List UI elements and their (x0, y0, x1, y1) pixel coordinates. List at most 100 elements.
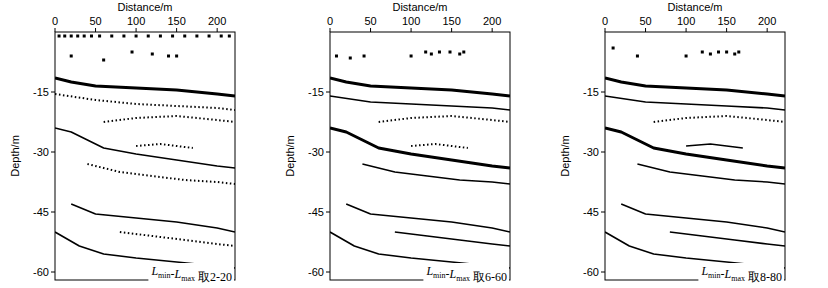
x-tick-label: 150 (442, 15, 460, 27)
point (220, 35, 223, 38)
reflector-line (55, 232, 235, 268)
x-tick-label: 100 (127, 15, 145, 27)
reflector-line (605, 78, 785, 96)
x-tick (726, 28, 727, 32)
reflector-line (605, 232, 785, 268)
reflector-line (120, 232, 235, 246)
y-tick (326, 272, 330, 273)
y-tick-label: -45 (308, 206, 324, 218)
x-tick-label: 0 (52, 15, 58, 27)
point (228, 35, 231, 38)
panel: 050100150200Distance/m-15-30-45-60Depth/… (284, 1, 510, 285)
reflector-line (670, 232, 785, 246)
reflector-line (330, 96, 510, 110)
x-tick (492, 28, 493, 32)
point (424, 51, 427, 54)
data-layer (605, 47, 785, 269)
y-tick-label: -30 (583, 146, 599, 158)
reflector-line (330, 128, 510, 168)
reflector-line (136, 144, 193, 148)
point (63, 35, 66, 38)
x-tick-label: 50 (639, 15, 651, 27)
point (612, 47, 615, 50)
point (175, 55, 178, 58)
point (122, 35, 125, 38)
x-tick (136, 28, 137, 32)
annotation: Lmin-Lmax 取8-80 (700, 264, 782, 284)
point (110, 35, 113, 38)
reflector-line (346, 204, 510, 232)
point (135, 35, 138, 38)
x-tick-label: 150 (717, 15, 735, 27)
y-tick-label: -30 (308, 146, 324, 158)
point (430, 53, 433, 56)
y-tick (51, 92, 55, 93)
point (208, 35, 211, 38)
point (70, 35, 73, 38)
point (76, 35, 79, 38)
point (410, 55, 413, 58)
reflector-line (362, 164, 510, 184)
data-layer (55, 35, 235, 269)
reflector-line (605, 128, 785, 168)
y-tick-label: -60 (583, 266, 599, 278)
x-tick-label: 50 (364, 15, 376, 27)
point (701, 51, 704, 54)
reflector-line (87, 164, 235, 184)
x-axis-title: Distance/m (392, 1, 447, 13)
y-tick (51, 272, 55, 273)
x-tick (176, 28, 177, 32)
annotation-group: Lmin-Lmax 取6-60 (423, 263, 509, 285)
y-axis-title: Depth/m (9, 135, 21, 177)
reflector-line (379, 116, 510, 122)
point (83, 35, 86, 38)
annotation: Lmin-Lmax 取6-60 (425, 264, 507, 284)
y-tick (601, 272, 605, 273)
y-tick-label: -30 (33, 146, 49, 158)
y-tick (601, 212, 605, 213)
x-tick (55, 28, 56, 32)
point (151, 53, 154, 56)
x-tick (411, 28, 412, 32)
reflector-line (395, 232, 510, 246)
point (733, 53, 736, 56)
y-tick (326, 152, 330, 153)
reflector-line (654, 116, 785, 122)
x-tick-label: 100 (677, 15, 695, 27)
point (709, 53, 712, 56)
reflector-line (686, 144, 743, 148)
x-tick (605, 28, 606, 32)
y-tick (601, 92, 605, 93)
annotation-sub: max (181, 274, 195, 283)
x-tick (95, 28, 96, 32)
x-tick-label: 0 (602, 15, 608, 27)
y-axis-title: Depth/m (284, 135, 296, 177)
reflector-line (55, 128, 235, 168)
y-tick (326, 92, 330, 93)
y-tick-label: -15 (33, 86, 49, 98)
y-tick-label: -60 (33, 266, 49, 278)
panel: 050100150200Distance/m-15-30-45-60Depth/… (559, 1, 785, 285)
x-tick-label: 200 (483, 15, 501, 27)
data-layer (330, 51, 510, 269)
point (438, 51, 441, 54)
panel: 050100150200Distance/m-15-30-45-60Depth/… (9, 1, 235, 285)
y-tick-label: -45 (33, 206, 49, 218)
x-tick (370, 28, 371, 32)
x-tick-label: 0 (327, 15, 333, 27)
y-axis-title: Depth/m (559, 135, 571, 177)
point (195, 35, 198, 38)
reflector-line (605, 96, 785, 110)
point (449, 51, 452, 54)
annotation-sub: max (456, 274, 470, 283)
point (183, 35, 186, 38)
annotation-sub: max (731, 274, 745, 283)
figure: 0 50 100 150 200 Distance/m -15 -30 -45 -60 Depth/… (0, 0, 828, 288)
point (717, 51, 720, 54)
annotation-group: Lmin-Lmax 取2-20 (148, 263, 234, 285)
y-tick (51, 152, 55, 153)
point (458, 53, 461, 56)
point (90, 35, 93, 38)
point (171, 35, 174, 38)
point (363, 55, 366, 58)
